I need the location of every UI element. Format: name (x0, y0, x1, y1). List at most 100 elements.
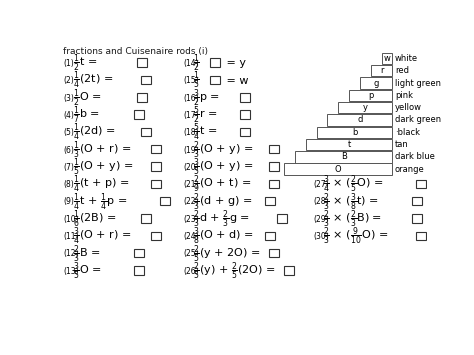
Bar (268, 162, 279, 171)
Text: (19): (19) (183, 146, 199, 154)
Bar (268, 249, 279, 257)
Text: $\frac{3}{2}$p =: $\frac{3}{2}$p = (193, 87, 221, 109)
Text: $\frac{2}{3}$ $\times$ ($\frac{3}{8}$t) =: $\frac{2}{3}$ $\times$ ($\frac{3}{8}$t) … (323, 191, 380, 213)
Text: (21): (21) (183, 180, 199, 189)
Text: orange: orange (395, 165, 425, 174)
Text: (8): (8) (63, 180, 74, 189)
Bar (265, 197, 275, 206)
Text: dark green: dark green (395, 115, 441, 125)
Text: $\frac{3}{5}$O =: $\frac{3}{5}$O = (73, 261, 103, 282)
Text: (24): (24) (183, 232, 199, 241)
Text: $\frac{2}{3}$(O + y) =: $\frac{2}{3}$(O + y) = (193, 139, 255, 161)
Bar (265, 231, 275, 240)
Text: $\frac{2}{3}$d + $\frac{2}{3}$g =: $\frac{2}{3}$d + $\frac{2}{3}$g = (193, 209, 251, 230)
Bar (268, 180, 279, 188)
Text: (10): (10) (63, 215, 79, 224)
Text: (22): (22) (183, 197, 199, 207)
Text: B: B (341, 152, 346, 162)
Text: $\frac{1}{4}$(t + p) =: $\frac{1}{4}$(t + p) = (73, 174, 131, 195)
Text: $\frac{1}{6}$(2B) =: $\frac{1}{6}$(2B) = (73, 209, 118, 230)
Text: (12): (12) (63, 250, 79, 258)
Text: $\frac{2}{3}$(d + g) =: $\frac{2}{3}$(d + g) = (193, 191, 254, 213)
Bar (284, 266, 294, 275)
Bar (360, 77, 392, 89)
Text: (20): (20) (183, 163, 199, 172)
Text: (28): (28) (313, 197, 329, 207)
Text: w: w (383, 54, 391, 63)
Bar (137, 58, 147, 67)
Text: (30): (30) (313, 232, 329, 241)
Text: $\frac{1}{4}$(2d) =: $\frac{1}{4}$(2d) = (73, 122, 117, 143)
Text: ·black: ·black (395, 128, 420, 137)
Text: red: red (395, 66, 409, 75)
Text: (2): (2) (63, 76, 74, 85)
Text: white: white (395, 54, 418, 63)
Text: (27): (27) (313, 180, 329, 189)
Text: $\frac{1}{5}$(O + y) =: $\frac{1}{5}$(O + y) = (73, 157, 135, 178)
Bar (160, 197, 170, 206)
Bar (151, 162, 161, 171)
Bar (240, 110, 250, 119)
Bar (210, 58, 220, 67)
Text: $\frac{5}{2}$r =: $\frac{5}{2}$r = (193, 105, 219, 126)
Bar (382, 53, 392, 64)
Text: $\frac{1}{2}$O =: $\frac{1}{2}$O = (73, 87, 103, 109)
Text: light green: light green (395, 78, 441, 88)
Text: $\frac{3}{4}$ $\times$ ($\frac{2}{5}$O) =: $\frac{3}{4}$ $\times$ ($\frac{2}{5}$O) … (323, 174, 384, 195)
Text: = w: = w (223, 76, 248, 86)
Text: d: d (357, 115, 363, 125)
Text: t: t (347, 140, 351, 149)
Text: p: p (368, 91, 374, 100)
Text: $\frac{2}{3}$B =: $\frac{2}{3}$B = (73, 243, 102, 265)
Text: (26): (26) (183, 267, 199, 276)
Bar (371, 65, 392, 76)
Bar (141, 128, 152, 136)
Bar (284, 164, 392, 175)
Text: $\frac{1}{7}$b =: $\frac{1}{7}$b = (73, 105, 101, 126)
Bar (151, 145, 161, 153)
Text: $\frac{2}{5}$(y + 2O) =: $\frac{2}{5}$(y + 2O) = (193, 243, 262, 265)
Text: (18): (18) (183, 128, 199, 137)
Text: tan: tan (395, 140, 409, 149)
Bar (134, 266, 144, 275)
Bar (412, 214, 422, 223)
Text: (3): (3) (63, 93, 74, 103)
Text: (23): (23) (183, 215, 199, 224)
Text: (15): (15) (183, 76, 199, 85)
Bar (151, 231, 161, 240)
Text: $\frac{2}{3}$ $\times$ ($\frac{2}{3}$B) =: $\frac{2}{3}$ $\times$ ($\frac{2}{3}$B) … (323, 209, 383, 230)
Bar (349, 89, 392, 101)
Text: $\frac{2}{5}$(y) + $\frac{2}{5}$(2O) =: $\frac{2}{5}$(y) + $\frac{2}{5}$(2O) = (193, 261, 277, 282)
Bar (137, 93, 147, 102)
Bar (240, 93, 250, 102)
Text: $\frac{3}{5}$(O + y) =: $\frac{3}{5}$(O + y) = (193, 157, 255, 178)
Text: $\frac{2}{3}$ $\times$ ($\frac{9}{10}$O) =: $\frac{2}{3}$ $\times$ ($\frac{9}{10}$O)… (323, 226, 389, 247)
Text: y: y (363, 103, 368, 112)
Text: (7): (7) (63, 163, 74, 172)
Bar (151, 180, 161, 188)
Text: = y: = y (223, 58, 246, 69)
Bar (295, 151, 392, 163)
Bar (210, 76, 220, 84)
Text: $\frac{3}{4}$(O + r) =: $\frac{3}{4}$(O + r) = (73, 226, 133, 247)
Text: r: r (380, 66, 383, 75)
Bar (416, 180, 426, 188)
Bar (240, 128, 250, 136)
Text: $\frac{1}{4}$t + $\frac{1}{4}$p =: $\frac{1}{4}$t + $\frac{1}{4}$p = (73, 191, 128, 213)
Bar (134, 110, 144, 119)
Bar (416, 231, 426, 240)
Text: (6): (6) (63, 146, 74, 154)
Bar (306, 139, 392, 151)
Bar (134, 249, 144, 257)
Text: (16): (16) (183, 93, 199, 103)
Bar (141, 214, 152, 223)
Text: (25): (25) (183, 250, 199, 258)
Text: (9): (9) (63, 197, 74, 207)
Text: $\frac{1}{3}$(O + r) =: $\frac{1}{3}$(O + r) = (73, 139, 133, 161)
Text: pink: pink (395, 91, 413, 100)
Text: $\frac{5}{4}$t =: $\frac{5}{4}$t = (193, 122, 219, 143)
Text: (1): (1) (63, 59, 74, 68)
Text: g: g (374, 78, 379, 88)
Text: $\frac{1}{4}$(2t) =: $\frac{1}{4}$(2t) = (73, 70, 115, 92)
Text: b: b (352, 128, 357, 137)
